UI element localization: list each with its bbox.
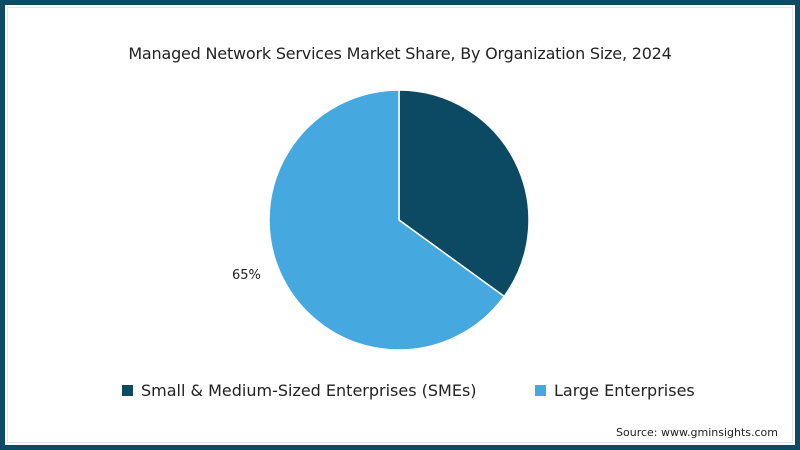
inner-border <box>7 7 793 443</box>
legend-item-smes[interactable]: Small & Medium-Sized Enterprises (SMEs) <box>122 381 477 400</box>
legend-label-smes: Small & Medium-Sized Enterprises (SMEs) <box>141 381 477 400</box>
legend-label-large-enterprises: Large Enterprises <box>554 381 695 400</box>
pie-slice-large-enterprises[interactable] <box>268 89 506 351</box>
source-note: Source: www.gminsights.com <box>616 426 778 439</box>
legend: Small & Medium-Sized Enterprises (SMEs) … <box>0 381 800 405</box>
chart-title: Managed Network Services Market Share, B… <box>128 44 672 63</box>
pie-slice-smes[interactable] <box>398 89 530 298</box>
data-label-large-enterprises: 65% <box>232 268 261 283</box>
legend-swatch-large-enterprises <box>535 385 546 396</box>
legend-swatch-smes <box>122 385 133 396</box>
legend-item-large-enterprises[interactable]: Large Enterprises <box>535 381 695 400</box>
